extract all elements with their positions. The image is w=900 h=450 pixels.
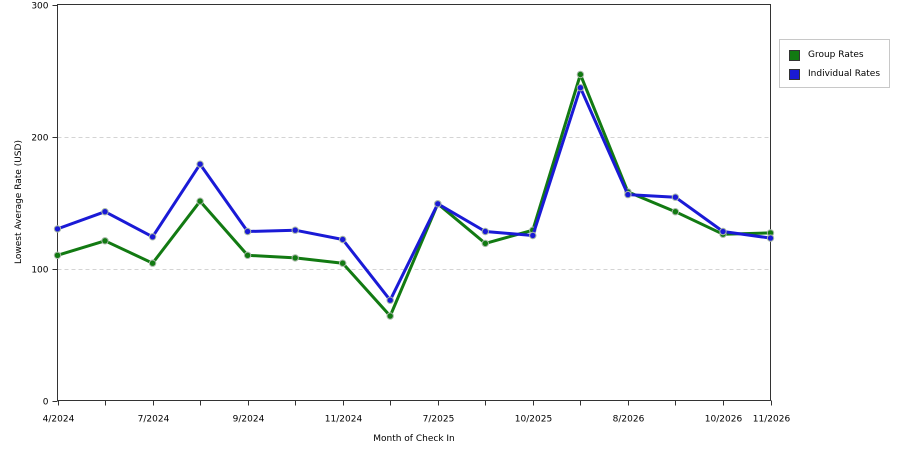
legend-swatch-individual-rates (789, 68, 800, 80)
series-layer (53, 70, 775, 320)
y-tick-label: 300 (31, 2, 48, 12)
data-point-group-rates[interactable] (339, 259, 347, 267)
data-point-individual-rates[interactable] (386, 296, 394, 304)
data-point-individual-rates[interactable] (719, 227, 727, 236)
y-axis-title: Lowest Average Rate (USD) (14, 140, 24, 264)
y-axis: 0 100 200 300 (31, 2, 58, 408)
data-point-group-rates[interactable] (196, 197, 204, 205)
data-point-individual-rates[interactable] (339, 235, 347, 244)
data-point-group-rates[interactable] (291, 254, 299, 262)
data-point-group-rates[interactable] (243, 251, 252, 260)
data-point-group-rates[interactable] (148, 259, 157, 267)
data-point-group-rates[interactable] (481, 239, 489, 248)
x-tick-label: 7/2024 (138, 415, 170, 425)
x-tick-label: 10/2025 (515, 415, 552, 425)
data-point-individual-rates[interactable] (101, 208, 109, 216)
data-point-individual-rates[interactable] (148, 233, 157, 241)
data-point-individual-rates[interactable] (481, 227, 489, 236)
x-tick-label: 11/2024 (325, 415, 363, 425)
series-line-individual-rates (56, 86, 771, 302)
x-tick-label: 4/2024 (43, 415, 75, 425)
data-point-individual-rates[interactable] (671, 193, 680, 201)
x-axis: 4/2024 7/2024 9/2024 11/2024 7/2025 10/2025 8/… (43, 400, 791, 425)
y-tick-label: 200 (31, 134, 48, 144)
data-point-individual-rates[interactable] (53, 225, 62, 233)
data-point-individual-rates[interactable] (576, 84, 585, 92)
series-group-rates (53, 70, 775, 320)
data-point-group-rates[interactable] (53, 251, 62, 260)
series-line-group-rates (57, 73, 771, 318)
legend-label-group-rates: Group Rates (808, 50, 864, 60)
plot-frame (57, 4, 771, 401)
x-tick-label: 9/2024 (233, 415, 265, 425)
x-tick-label: 10/2026 (705, 415, 743, 425)
y-tick-label: 0 (43, 398, 49, 408)
series-individual-rates (53, 84, 775, 304)
data-point-individual-rates[interactable] (529, 231, 537, 240)
data-point-individual-rates[interactable] (196, 160, 204, 168)
legend-item-group-rates: Group Rates (789, 48, 864, 62)
data-point-individual-rates[interactable] (766, 234, 775, 242)
x-axis-title: Month of Check In (373, 434, 455, 444)
data-point-group-rates[interactable] (576, 70, 585, 79)
legend-label-individual-rates: Individual Rates (808, 69, 881, 79)
data-point-group-rates[interactable] (386, 312, 394, 320)
x-tick-label: 8/2026 (613, 415, 645, 425)
data-point-individual-rates[interactable] (243, 227, 252, 236)
legend-swatch-group-rates (789, 49, 800, 61)
legend-item-individual-rates: Individual Rates (789, 67, 880, 81)
legend: Group Rates Individual Rates (779, 39, 890, 88)
data-point-individual-rates[interactable] (624, 190, 632, 199)
data-point-individual-rates[interactable] (291, 226, 299, 234)
data-point-group-rates[interactable] (671, 208, 680, 216)
x-tick-label: 11/2026 (753, 415, 791, 425)
x-tick-label: 7/2025 (423, 415, 455, 425)
data-point-group-rates[interactable] (101, 237, 109, 245)
data-point-individual-rates[interactable] (434, 200, 442, 208)
y-tick-label: 100 (31, 266, 48, 276)
